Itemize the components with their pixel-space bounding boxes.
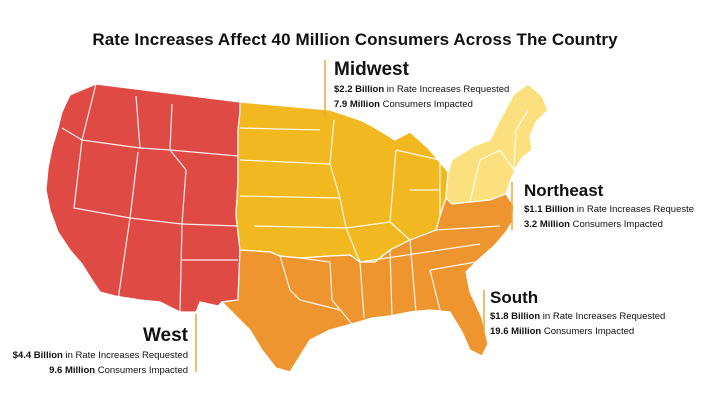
label-midwest: Midwest $2.2 Billion in Rate Increases R…	[334, 60, 509, 112]
stat-requested-south: $1.8 Billion in Rate Increases Requested	[490, 311, 666, 322]
region-name-midwest: Midwest	[334, 59, 409, 80]
state-borders	[61, 83, 529, 325]
stat-impacted-west: 9.6 Million Consumers Impacted	[49, 365, 188, 376]
stat-requested-west: $4.4 Billion in Rate Increases Requested	[12, 350, 188, 361]
stat-requested-northeast: $1.1 Billion in Rate Increases Requeste	[524, 204, 695, 215]
region-name-northeast: Northeast	[524, 181, 604, 200]
region-name-south: South	[490, 288, 539, 307]
label-west: West $4.4 Billion in Rate Increases Requ…	[13, 326, 188, 378]
map-title: Rate Increases Affect 40 Million Consume…	[92, 30, 618, 49]
stat-impacted-northeast: 3.2 Million Consumers Impacted	[524, 219, 663, 230]
label-south: South $1.8 Billion in Rate Increases Req…	[490, 289, 665, 339]
label-northeast: Northeast $1.1 Billion in Rate Increases…	[524, 182, 694, 232]
stat-impacted-midwest: 7.9 Million Consumers Impacted	[334, 99, 473, 110]
stat-impacted-south: 19.6 Million Consumers Impacted	[490, 326, 635, 337]
region-south	[220, 193, 515, 373]
region-name-west: West	[142, 325, 188, 346]
stat-requested-midwest: $2.2 Billion in Rate Increases Requested	[334, 84, 510, 95]
